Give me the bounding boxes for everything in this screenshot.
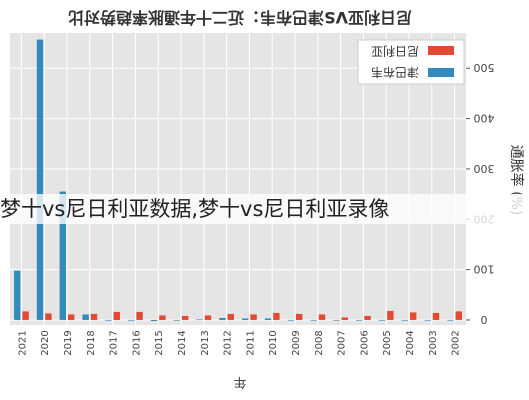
y-tick-label: 100 bbox=[474, 263, 495, 276]
x-tick-label: 2017 bbox=[109, 330, 120, 355]
bar-nigeria-2020 bbox=[45, 313, 52, 320]
x-tick-label: 2002 bbox=[451, 330, 462, 355]
legend: 尼日利亚 津巴布韦 bbox=[357, 39, 465, 85]
x-tick-label: 2012 bbox=[223, 330, 234, 355]
bar-nigeria-2005 bbox=[387, 310, 394, 320]
bar-zimbabwe-2005 bbox=[378, 319, 386, 321]
bar-zimbabwe-2016 bbox=[128, 319, 135, 321]
legend-label-zimbabwe: 津巴布韦 bbox=[371, 65, 419, 79]
bar-nigeria-2006 bbox=[364, 315, 371, 320]
bar-nigeria-2019 bbox=[68, 314, 75, 320]
bar-zimbabwe-2018 bbox=[82, 314, 89, 320]
bar-zimbabwe-2010 bbox=[264, 318, 272, 320]
x-tick-label: 2011 bbox=[245, 330, 256, 355]
bar-zimbabwe-2014 bbox=[173, 319, 180, 321]
bar-zimbabwe-2021 bbox=[14, 270, 21, 320]
bar-zimbabwe-2008 bbox=[310, 319, 317, 321]
x-tick-label: 2003 bbox=[428, 330, 439, 355]
bars-group bbox=[14, 39, 462, 321]
y-tick-label: 0 bbox=[481, 313, 488, 326]
legend-label-nigeria: 尼日利亚 bbox=[371, 44, 419, 58]
x-tick-label: 2014 bbox=[177, 330, 188, 355]
y-tick-label: 300 bbox=[474, 162, 495, 175]
bar-zimbabwe-2002 bbox=[447, 319, 454, 321]
x-tick-label: 2021 bbox=[17, 330, 28, 355]
x-tick-label: 2004 bbox=[405, 330, 416, 355]
x-axis-label: 年 bbox=[233, 374, 246, 389]
bar-nigeria-2009 bbox=[296, 313, 303, 320]
bar-zimbabwe-2012 bbox=[219, 317, 226, 320]
x-tick-label: 2019 bbox=[63, 330, 74, 355]
y-tick-label: 500 bbox=[474, 61, 495, 74]
bar-zimbabwe-2015 bbox=[150, 319, 158, 321]
bar-zimbabwe-2003 bbox=[424, 319, 431, 321]
legend-swatch-nigeria bbox=[428, 46, 454, 55]
bar-zimbabwe-2009 bbox=[287, 319, 294, 321]
x-tick-label: 2016 bbox=[131, 330, 142, 355]
x-tick-label: 2010 bbox=[268, 330, 279, 355]
bar-zimbabwe-2007 bbox=[333, 319, 340, 321]
y-tick-label: 400 bbox=[474, 112, 495, 125]
bar-zimbabwe-2013 bbox=[196, 319, 203, 321]
legend-swatch-zimbabwe bbox=[428, 68, 454, 77]
bar-nigeria-2008 bbox=[318, 314, 326, 320]
x-tick-label: 2013 bbox=[200, 330, 211, 355]
bar-nigeria-2007 bbox=[341, 317, 348, 320]
bar-nigeria-2002 bbox=[455, 311, 462, 320]
x-tick-label: 2006 bbox=[359, 330, 370, 355]
bar-zimbabwe-2006 bbox=[356, 319, 363, 321]
bar-zimbabwe-2004 bbox=[401, 319, 408, 321]
bar-nigeria-2010 bbox=[273, 312, 280, 320]
x-tick-labels: 2021 2020 2019 2018 2017 2016 2015 2014 2013 2012… bbox=[17, 330, 461, 355]
bar-nigeria-2004 bbox=[410, 312, 417, 320]
x-tick-label: 2020 bbox=[40, 330, 51, 355]
bar-nigeria-2016 bbox=[136, 311, 143, 320]
bar-zimbabwe-2019 bbox=[59, 191, 66, 320]
x-tick-label: 2007 bbox=[337, 330, 348, 355]
bar-zimbabwe-2011 bbox=[242, 318, 249, 320]
x-tick-label: 2009 bbox=[291, 330, 302, 355]
bar-nigeria-2014 bbox=[182, 315, 189, 320]
bar-nigeria-2011 bbox=[250, 314, 257, 320]
bar-nigeria-2015 bbox=[159, 315, 166, 320]
bar-nigeria-2017 bbox=[113, 311, 120, 320]
bar-nigeria-2012 bbox=[227, 313, 234, 320]
x-tick-label: 2015 bbox=[154, 330, 165, 355]
overlay-caption: 梦十vs尼日利亚数据,梦十vs尼日利亚录像 bbox=[0, 194, 529, 224]
bar-nigeria-2003 bbox=[432, 312, 440, 320]
x-tick-label: 2018 bbox=[86, 330, 97, 355]
x-tick-label: 2008 bbox=[314, 330, 325, 355]
bar-nigeria-2021 bbox=[22, 311, 29, 320]
bar-zimbabwe-2017 bbox=[105, 319, 112, 321]
grid-lines bbox=[10, 33, 466, 325]
bar-nigeria-2018 bbox=[90, 313, 98, 320]
bar-nigeria-2013 bbox=[204, 315, 212, 320]
bar-zimbabwe-2020 bbox=[36, 39, 44, 320]
chart-title: 尼日利亚VS津巴布韦：近二十年通胀率趋势对比 bbox=[68, 8, 412, 27]
x-tick-label: 2005 bbox=[382, 330, 393, 355]
